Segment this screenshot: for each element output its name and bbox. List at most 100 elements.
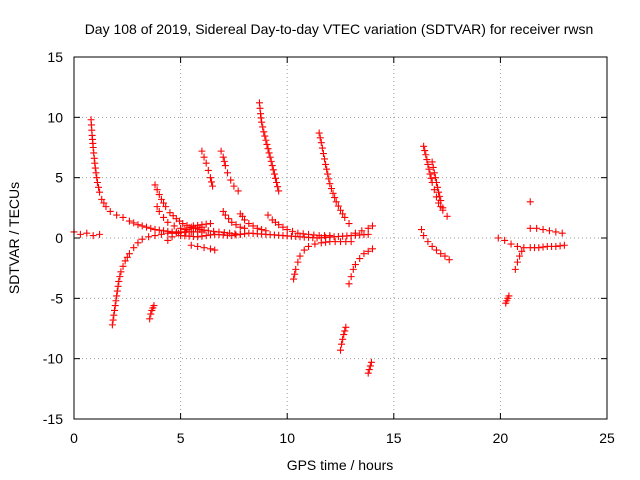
data-point [422, 151, 430, 159]
data-point-interp [263, 140, 271, 148]
data-point [511, 265, 519, 273]
data-point [432, 178, 440, 186]
data-point-interp [155, 226, 163, 234]
data-point [424, 238, 432, 246]
y-tick-label: -5 [51, 290, 64, 306]
data-point [164, 236, 172, 244]
series-decay-16.5 [420, 142, 451, 220]
data-point [311, 240, 319, 248]
axis-ticks: 0 5 10 15 20 25 -15 -10 -5 0 5 10 15 [43, 49, 615, 446]
data-point [505, 292, 513, 300]
data-point-interp [160, 199, 168, 207]
data-point [134, 239, 142, 247]
data-point [364, 224, 372, 232]
data-point [428, 242, 436, 250]
y-axis-label: SDTVAR / TECUs [6, 182, 22, 294]
data-point-interp [111, 302, 119, 310]
data-point-interp [189, 232, 197, 240]
data-point [219, 207, 227, 215]
data-point-interp [325, 175, 333, 183]
data-point [204, 227, 212, 235]
data-point [153, 186, 161, 194]
data-point [142, 223, 150, 231]
data-point [155, 207, 163, 215]
data-point [234, 187, 242, 195]
data-point [322, 160, 330, 168]
data-point [317, 139, 325, 147]
data-point [268, 162, 276, 170]
data-point [221, 162, 229, 170]
data-point [430, 169, 438, 177]
data-point [241, 216, 249, 224]
data-point-interp [309, 234, 317, 242]
series-bump-7.0 [219, 207, 249, 232]
data-point-interp [331, 194, 339, 202]
data-point-interp [185, 224, 193, 232]
y-tick-label: -15 [43, 411, 63, 427]
data-point [418, 226, 426, 234]
x-tick-label: 25 [599, 430, 615, 446]
data-point [119, 213, 127, 221]
series-decay-0.8 [87, 116, 195, 236]
data-point [364, 247, 372, 255]
data-point [202, 159, 210, 167]
data-point [520, 244, 528, 252]
data-point-interp [206, 231, 214, 239]
data-point-interp [232, 231, 240, 239]
data-point [339, 335, 347, 343]
data-point [153, 203, 161, 211]
data-point-interp [421, 147, 429, 155]
data-point-interp [220, 157, 228, 165]
data-point [283, 226, 291, 234]
data-point-interp [425, 165, 433, 173]
data-point [513, 242, 521, 250]
data-point [338, 340, 346, 348]
data-point [432, 246, 440, 254]
data-point-interp [360, 231, 368, 239]
data-point [151, 226, 159, 234]
data-point-interp [208, 178, 216, 186]
data-point [365, 366, 373, 374]
series-blip-13.8 [364, 358, 375, 377]
data-point [326, 180, 334, 188]
data-point [337, 206, 344, 214]
data-point-interp [176, 217, 184, 225]
data-point-interp [138, 222, 146, 230]
data-point [558, 229, 566, 237]
data-point [217, 147, 225, 155]
data-point [187, 241, 195, 249]
series-decay-8.7 [255, 99, 283, 195]
data-point-interp [274, 183, 282, 191]
data-point [227, 176, 235, 184]
data-point-interp [292, 232, 300, 240]
data-point [294, 258, 302, 266]
data-point [266, 153, 274, 161]
data-point-interp [123, 253, 131, 261]
data-point [349, 265, 357, 273]
data-point-interp [198, 232, 206, 240]
data-point [113, 292, 121, 300]
data-point-interp [331, 238, 339, 246]
data-point [342, 323, 350, 331]
data-point [360, 250, 368, 258]
data-point [181, 226, 189, 234]
data-point-interp [299, 230, 307, 238]
x-tick-label: 15 [386, 430, 402, 446]
series-dip-20.7 [511, 247, 526, 273]
data-point [198, 221, 206, 229]
data-point [337, 346, 344, 354]
data-point-interp [231, 230, 239, 238]
data-point-interp [88, 126, 96, 134]
data-point [368, 245, 376, 253]
data-point-interp [265, 149, 273, 157]
data-point-interp [334, 202, 342, 210]
data-point [435, 188, 443, 196]
data-point [200, 244, 208, 252]
data-point [420, 232, 428, 240]
data-point-interp [261, 132, 269, 140]
data-point [194, 242, 202, 250]
x-tick-label: 0 [70, 430, 78, 446]
data-point [439, 204, 447, 212]
series-decay-11.5 [315, 129, 353, 228]
data-point [232, 221, 240, 229]
